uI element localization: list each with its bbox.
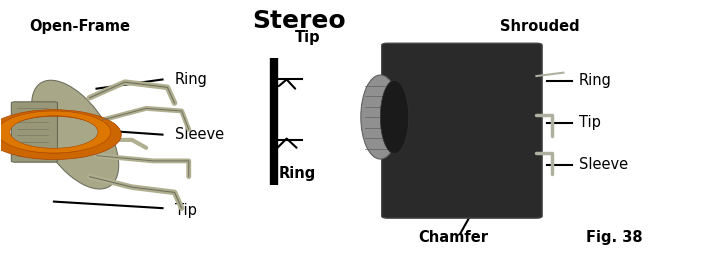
Text: Tip: Tip: [174, 203, 196, 218]
Ellipse shape: [32, 80, 119, 189]
Text: Open-Frame: Open-Frame: [29, 19, 130, 34]
Text: Ring: Ring: [174, 72, 208, 87]
Text: Tip: Tip: [295, 30, 321, 45]
Ellipse shape: [360, 75, 400, 159]
Text: Shrouded: Shrouded: [500, 19, 579, 34]
Text: Sleeve: Sleeve: [579, 157, 628, 172]
Text: Ring: Ring: [579, 73, 612, 88]
FancyBboxPatch shape: [382, 43, 542, 218]
Text: Fig. 38: Fig. 38: [586, 230, 643, 245]
Text: Ring: Ring: [279, 166, 316, 181]
Wedge shape: [0, 110, 122, 159]
Wedge shape: [0, 111, 111, 153]
Text: Stereo: Stereo: [252, 8, 346, 32]
Ellipse shape: [380, 80, 409, 154]
Text: Tip: Tip: [579, 115, 601, 130]
FancyBboxPatch shape: [11, 102, 58, 162]
Text: Chamfer: Chamfer: [419, 230, 488, 245]
Text: Sleeve: Sleeve: [174, 127, 224, 142]
